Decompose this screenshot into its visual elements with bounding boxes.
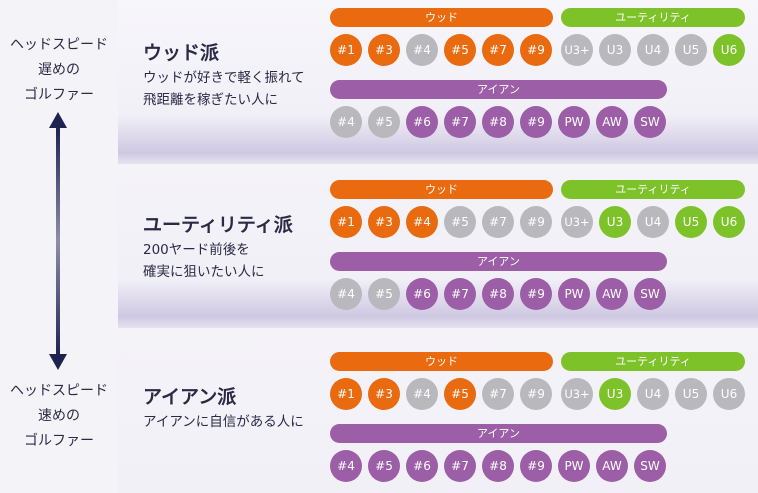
utility-group-label: ユーティリティ bbox=[561, 8, 745, 27]
iron-club-chip: SW bbox=[634, 450, 666, 482]
utility-club-chip: U3 bbox=[599, 34, 631, 66]
wood-club-chip: #3 bbox=[368, 34, 400, 66]
iron-club-chip: #5 bbox=[368, 278, 400, 310]
iron-club-chip: #7 bbox=[444, 106, 476, 138]
wood-group-label: ウッド bbox=[330, 180, 553, 199]
utility-club-chip: U5 bbox=[675, 34, 707, 66]
wood-club-chip: #4 bbox=[406, 206, 438, 238]
wood-group-label: ウッド bbox=[330, 8, 553, 27]
utility-club-chip: U6 bbox=[713, 206, 745, 238]
iron-club-chip: #7 bbox=[444, 278, 476, 310]
wood-club-chip: #1 bbox=[330, 34, 362, 66]
utility-club-chip: U3 bbox=[599, 206, 631, 238]
utility-club-chip: U6 bbox=[713, 378, 745, 410]
wood-group-label: ウッド bbox=[330, 352, 553, 371]
iron-club-chip: SW bbox=[634, 278, 666, 310]
section-description: 200ヤード前後を 確実に狙いたい人に bbox=[143, 242, 265, 280]
utility-club-chip: U3+ bbox=[561, 378, 593, 410]
iron-club-chip: #9 bbox=[520, 450, 552, 482]
section-title: ユーティリティ派 bbox=[143, 214, 293, 236]
iron-club-chip: PW bbox=[558, 278, 590, 310]
fast-speed-label: ヘッドスピード 速めの ゴルファー bbox=[10, 383, 108, 449]
wood-club-chip: #5 bbox=[444, 378, 476, 410]
utility-club-chip: U6 bbox=[713, 34, 745, 66]
wood-club-chip: #7 bbox=[482, 206, 514, 238]
iron-club-chip: #6 bbox=[406, 278, 438, 310]
wood-club-chip: #3 bbox=[368, 206, 400, 238]
wood-club-chip: #5 bbox=[444, 206, 476, 238]
iron-group-label: アイアン bbox=[330, 424, 667, 443]
iron-club-chip: SW bbox=[634, 106, 666, 138]
slow-speed-label: ヘッドスピード 遅めの ゴルファー bbox=[10, 37, 108, 103]
iron-club-chip: #4 bbox=[330, 106, 362, 138]
wood-club-chip: #5 bbox=[444, 34, 476, 66]
iron-group-label: アイアン bbox=[330, 252, 667, 271]
iron-club-chip: #6 bbox=[406, 450, 438, 482]
iron-group-label: アイアン bbox=[330, 80, 667, 99]
wood-club-chip: #9 bbox=[520, 206, 552, 238]
iron-club-chip: #8 bbox=[482, 278, 514, 310]
iron-club-chip: AW bbox=[596, 106, 628, 138]
wood-club-chip: #1 bbox=[330, 206, 362, 238]
utility-club-chip: U5 bbox=[675, 378, 707, 410]
iron-club-chip: AW bbox=[596, 278, 628, 310]
utility-club-chip: U4 bbox=[637, 34, 669, 66]
utility-club-chip: U5 bbox=[675, 206, 707, 238]
wood-club-chip: #9 bbox=[520, 378, 552, 410]
wood-club-chip: #4 bbox=[406, 34, 438, 66]
utility-group-label: ユーティリティ bbox=[561, 180, 745, 199]
wood-club-chip: #7 bbox=[482, 378, 514, 410]
utility-club-chip: U3 bbox=[599, 378, 631, 410]
utility-club-chip: U4 bbox=[637, 206, 669, 238]
iron-club-chip: #7 bbox=[444, 450, 476, 482]
utility-club-chip: U4 bbox=[637, 378, 669, 410]
double-arrow-icon bbox=[49, 112, 67, 370]
iron-club-chip: #4 bbox=[330, 450, 362, 482]
section-title: ウッド派 bbox=[143, 42, 220, 64]
iron-club-chip: #9 bbox=[520, 106, 552, 138]
utility-group-label: ユーティリティ bbox=[561, 352, 745, 371]
iron-club-chip: AW bbox=[596, 450, 628, 482]
iron-club-chip: PW bbox=[558, 450, 590, 482]
utility-club-chip: U3+ bbox=[561, 34, 593, 66]
wood-club-chip: #3 bbox=[368, 378, 400, 410]
iron-club-chip: PW bbox=[558, 106, 590, 138]
section-description: アイアンに自信がある人に bbox=[143, 414, 304, 430]
utility-club-chip: U3+ bbox=[561, 206, 593, 238]
head-speed-column: ヘッドスピード 遅めの ゴルファー ヘッドスピード 速めの ゴルファー bbox=[0, 0, 118, 493]
iron-club-chip: #5 bbox=[368, 450, 400, 482]
iron-club-chip: #5 bbox=[368, 106, 400, 138]
section-title: アイアン派 bbox=[143, 386, 237, 408]
iron-club-chip: #9 bbox=[520, 278, 552, 310]
iron-club-chip: #6 bbox=[406, 106, 438, 138]
iron-club-chip: #8 bbox=[482, 106, 514, 138]
wood-club-chip: #4 bbox=[406, 378, 438, 410]
iron-club-chip: #8 bbox=[482, 450, 514, 482]
wood-club-chip: #9 bbox=[520, 34, 552, 66]
wood-club-chip: #7 bbox=[482, 34, 514, 66]
wood-club-chip: #1 bbox=[330, 378, 362, 410]
iron-club-chip: #4 bbox=[330, 278, 362, 310]
section-description: ウッドが好きで軽く振れて 飛距離を稼ぎたい人に bbox=[143, 70, 305, 108]
